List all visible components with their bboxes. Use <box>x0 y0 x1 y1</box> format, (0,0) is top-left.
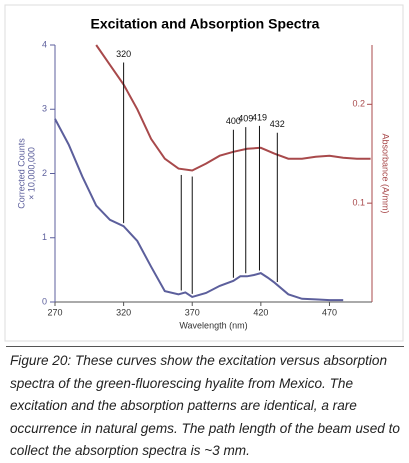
y-tick-label: 2 <box>42 168 47 178</box>
marker-label: 320 <box>116 49 131 59</box>
caption: Figure 20: These curves show the excitat… <box>10 353 400 458</box>
y-tick-label: 3 <box>42 104 47 114</box>
x-axis-label: Wavelength (nm) <box>179 320 247 330</box>
y-tick-label: 4 <box>42 39 47 49</box>
chart: Excitation and Absorption Spectra 270 320… <box>4 4 404 342</box>
series-line <box>54 118 344 302</box>
x-tick-label: 320 <box>116 307 131 317</box>
x-tick-label: 420 <box>253 307 268 317</box>
marker-label: 432 <box>270 119 285 129</box>
divider <box>6 346 404 347</box>
marker-label: 419 <box>252 112 267 122</box>
y-tick-label: 0 <box>42 296 47 306</box>
y2-tick-label: 0.1 <box>352 198 365 208</box>
marker-label: 400 <box>226 116 241 126</box>
chart-title: Excitation and Absorption Spectra <box>91 16 320 32</box>
x-tick-label: 270 <box>47 307 62 317</box>
y-tick-label: 1 <box>42 232 47 242</box>
marker-label: 409 <box>238 113 253 123</box>
y-axis-label: × 10,000,000 <box>26 147 36 200</box>
chart-frame <box>4 4 404 342</box>
x-tick-label: 370 <box>185 307 200 317</box>
y2-tick-label: 0.2 <box>352 99 365 109</box>
y2-axis-label: Absorbance (A/mm) <box>381 133 391 213</box>
x-tick-label: 470 <box>322 307 337 317</box>
y-axis-label: Corrected Counts <box>16 138 26 209</box>
